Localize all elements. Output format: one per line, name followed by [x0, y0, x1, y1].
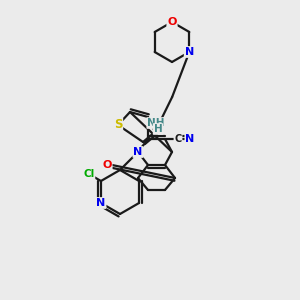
Text: O: O — [167, 17, 177, 27]
Text: C: C — [174, 134, 182, 144]
Text: N: N — [96, 198, 106, 208]
Text: N: N — [185, 47, 194, 57]
Text: NH: NH — [147, 118, 165, 128]
Text: O: O — [102, 160, 112, 170]
Text: S: S — [114, 118, 122, 131]
Text: N: N — [185, 134, 195, 144]
Text: Cl: Cl — [83, 169, 94, 179]
Text: H: H — [154, 124, 162, 134]
Text: N: N — [134, 147, 142, 157]
